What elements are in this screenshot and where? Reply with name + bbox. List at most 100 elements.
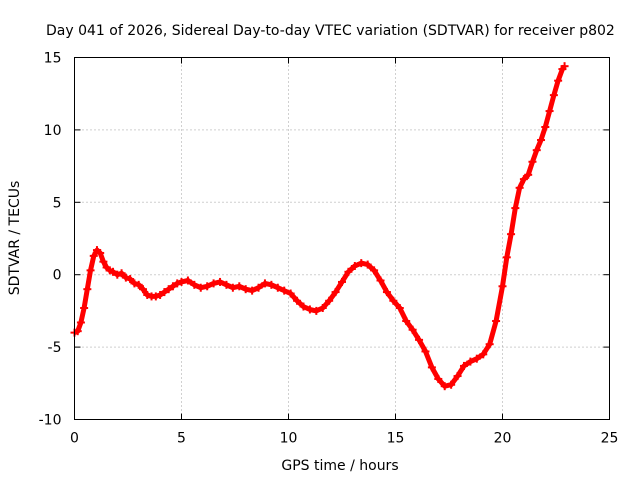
data-point [350, 262, 359, 271]
data-point [549, 91, 558, 100]
data-point [338, 277, 346, 286]
data-point [357, 259, 366, 268]
data-point [254, 283, 263, 292]
series-trace [73, 64, 567, 389]
data-point [113, 270, 122, 279]
data-point [151, 292, 160, 301]
data-point [541, 123, 550, 132]
axis-ticks: 0 5 10 15 20 25 -10 -5 0 5 10 15 [39, 51, 619, 447]
data-point [273, 283, 282, 292]
data-point [492, 317, 501, 326]
data-point [325, 296, 334, 305]
data-point [160, 288, 169, 297]
data-point [241, 285, 250, 294]
data-point [203, 282, 212, 291]
data-point [560, 62, 569, 71]
data-point [427, 363, 436, 372]
data-point [117, 269, 126, 278]
data-point [222, 280, 231, 289]
data-point [511, 204, 520, 213]
data-point [286, 289, 295, 298]
data-point [183, 276, 192, 285]
x-tick-label: 20 [494, 431, 512, 447]
plot-frame [74, 57, 610, 420]
data-point [382, 288, 391, 297]
data-point [99, 257, 108, 266]
data-point [299, 302, 308, 311]
data-point [519, 175, 528, 184]
data-point [415, 335, 424, 344]
grid-lines [74, 57, 610, 420]
data-point [472, 354, 481, 363]
data-point [216, 277, 225, 286]
data-point [138, 285, 147, 294]
data-point [267, 280, 276, 289]
data-point [485, 340, 494, 349]
x-tick-label: 0 [70, 431, 79, 447]
data-point [318, 304, 327, 313]
data-point [209, 279, 218, 288]
data-point [130, 279, 139, 288]
data-point [228, 283, 237, 292]
data-point [126, 275, 135, 284]
data-point [305, 305, 314, 314]
data-point [143, 290, 152, 299]
x-tick-label: 10 [280, 431, 298, 447]
data-point [80, 304, 89, 313]
x-tick-label: 15 [387, 431, 405, 447]
data-point [121, 273, 130, 282]
y-tick-label: 15 [44, 51, 62, 67]
data-point [73, 327, 82, 336]
data-point [177, 277, 186, 286]
data-point [502, 253, 511, 262]
chart-title: Day 041 of 2026, Sidereal Day-to-day VTE… [46, 23, 615, 39]
data-point [434, 374, 443, 383]
data-point [156, 290, 165, 299]
data-point [440, 382, 449, 391]
data-point [293, 296, 302, 305]
data-point [76, 318, 85, 327]
data-point [447, 380, 456, 389]
y-tick-label: -10 [39, 413, 62, 429]
data-point [280, 286, 289, 295]
data-point [190, 280, 199, 289]
x-tick-label: 5 [177, 431, 186, 447]
data-point [537, 136, 546, 145]
data-point [235, 282, 244, 291]
data-point [389, 296, 398, 305]
y-tick-label: 10 [44, 123, 62, 139]
data-point [344, 267, 353, 276]
x-axis-label: GPS time / hours [281, 458, 398, 474]
data-point [554, 76, 563, 85]
data-point [109, 267, 118, 276]
data-point [260, 279, 269, 288]
y-axis-label: SDTVAR / TECUs [7, 181, 23, 296]
data-point [507, 230, 516, 239]
data-point [370, 266, 379, 275]
data-point [515, 183, 524, 192]
data-point [164, 285, 173, 294]
data-point [196, 283, 205, 292]
data-point [89, 251, 98, 260]
data-point [86, 266, 95, 275]
data-point [421, 347, 430, 356]
data-point [363, 260, 372, 269]
data-point [402, 317, 411, 326]
data-point [498, 282, 507, 291]
data-point [168, 282, 177, 291]
y-tick-label: 5 [53, 195, 62, 211]
data-point [173, 279, 182, 288]
data-point [479, 350, 488, 359]
y-tick-label: 0 [53, 268, 62, 284]
data-point [312, 306, 321, 315]
data-series [70, 62, 569, 391]
data-point [395, 304, 404, 313]
data-point [524, 170, 533, 179]
data-point [83, 285, 92, 294]
data-point [453, 372, 462, 381]
data-point [528, 157, 537, 166]
data-point [331, 288, 340, 297]
data-point [96, 248, 105, 257]
data-point [466, 357, 475, 366]
